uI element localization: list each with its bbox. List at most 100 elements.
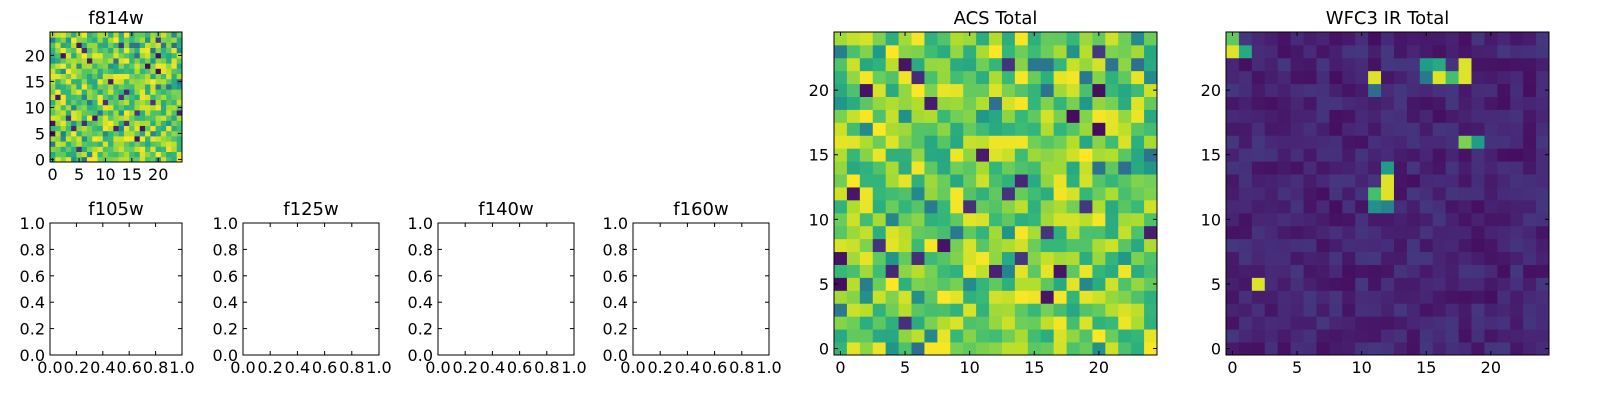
heatmap-cell [1432, 122, 1447, 136]
heatmap-cell [937, 96, 951, 110]
heatmap-cell [1497, 70, 1511, 85]
heatmap-cell [1277, 264, 1291, 278]
heatmap-cell [846, 44, 861, 59]
heatmap-cell [123, 32, 130, 38]
heatmap-cell [1118, 174, 1132, 188]
heatmap-cell [1131, 316, 1145, 330]
heatmap-cell [1079, 212, 1093, 227]
heatmap-cell [86, 110, 93, 116]
heatmap-cell [102, 52, 109, 59]
heatmap-cell [1079, 264, 1093, 278]
heatmap-cell [1277, 238, 1291, 253]
heatmap-cell [160, 136, 167, 142]
heatmap-cell [1144, 161, 1158, 175]
heatmap-cell [1406, 290, 1421, 304]
heatmap-cell [1381, 277, 1395, 291]
heatmap-cell [1381, 148, 1395, 162]
heatmap-cell [1316, 316, 1330, 330]
heatmap-cell [898, 174, 912, 188]
heatmap-cell [150, 47, 156, 54]
heatmap-cell [1290, 225, 1304, 240]
heatmap-cell [1471, 44, 1485, 59]
heatmap-cell [92, 37, 98, 43]
heatmap-cell [1251, 290, 1266, 304]
heatmap-cell [55, 151, 61, 158]
heatmap-cell [1342, 251, 1356, 265]
heatmap-cell [50, 58, 56, 64]
heatmap-cell [1053, 264, 1067, 278]
heatmap-cell [155, 78, 162, 85]
heatmap-cell [1079, 225, 1093, 240]
heatmap-cell [1290, 57, 1304, 72]
heatmap-cell [1238, 277, 1253, 291]
heatmap-cell [1393, 264, 1408, 278]
heatmap-cell [50, 94, 56, 100]
heatmap-cell [1368, 32, 1382, 46]
heatmap-cell [924, 251, 938, 265]
heatmap-cell [1432, 225, 1447, 240]
heatmap-cell [1523, 303, 1537, 317]
y-tick-label: 20 [809, 81, 829, 100]
heatmap-cell [1368, 44, 1382, 59]
heatmap-cell [1251, 96, 1266, 110]
heatmap-cell [118, 73, 125, 80]
heatmap-cell [50, 42, 56, 48]
heatmap-cell [1381, 70, 1395, 85]
heatmap-cell [1079, 238, 1093, 253]
heatmap-cell [937, 135, 951, 149]
heatmap-cell [92, 110, 98, 116]
heatmap-cell [1118, 135, 1132, 149]
heatmap-cell [911, 57, 925, 72]
heatmap-cell [113, 47, 120, 54]
heatmap-cell [937, 303, 951, 317]
heatmap-cell [139, 99, 146, 106]
heatmap-cell [86, 42, 93, 48]
heatmap-cell [950, 264, 964, 278]
heatmap-cell [885, 148, 899, 162]
heatmap-cell [1264, 316, 1279, 330]
heatmap-cell [1226, 122, 1240, 136]
heatmap-cell [71, 110, 77, 116]
heatmap-cell [113, 115, 120, 121]
heatmap-cell [1290, 264, 1304, 278]
heatmap-cell [976, 70, 990, 85]
heatmap-cell [50, 89, 56, 95]
heatmap-cell [50, 120, 56, 126]
heatmap-cell [123, 110, 130, 116]
heatmap-cell [859, 44, 874, 59]
heatmap-cell [1523, 212, 1537, 227]
heatmap-cell [1355, 303, 1369, 317]
heatmap-cell [1014, 57, 1029, 72]
heatmap-cell [1342, 290, 1356, 304]
heatmap-cell [1238, 148, 1253, 162]
heatmap-cell [113, 99, 120, 106]
heatmap-cell [139, 37, 146, 43]
y-tick-label: 0.0 [20, 346, 45, 365]
heatmap-cell [171, 94, 178, 100]
heatmap-cell [1066, 96, 1080, 110]
heatmap-cell [1277, 70, 1291, 85]
y-tick-label: 20 [1201, 81, 1221, 100]
heatmap-cell [55, 115, 61, 121]
heatmap-cell [166, 151, 172, 158]
heatmap-cell [1092, 83, 1106, 97]
heatmap-cell [1001, 225, 1016, 240]
heatmap-cell [113, 42, 120, 48]
heatmap-cell [1471, 187, 1485, 201]
heatmap-cell [1040, 264, 1055, 278]
heatmap-cell [65, 104, 72, 111]
heatmap-cell [885, 70, 899, 85]
heatmap-cell [846, 225, 861, 240]
heatmap-cell [1484, 277, 1498, 291]
heatmap-cell [97, 84, 104, 90]
heatmap-cell [86, 89, 93, 95]
y-tick-label: 0.2 [408, 320, 433, 339]
heatmap-cell [60, 130, 67, 137]
heatmap-cell [65, 42, 72, 48]
heatmap-cell [97, 99, 104, 106]
heatmap-cell [963, 290, 977, 304]
heatmap-cell [1131, 187, 1145, 201]
heatmap-cell [924, 122, 938, 136]
heatmap-cell [1329, 122, 1343, 136]
heatmap-cell [1497, 135, 1511, 149]
